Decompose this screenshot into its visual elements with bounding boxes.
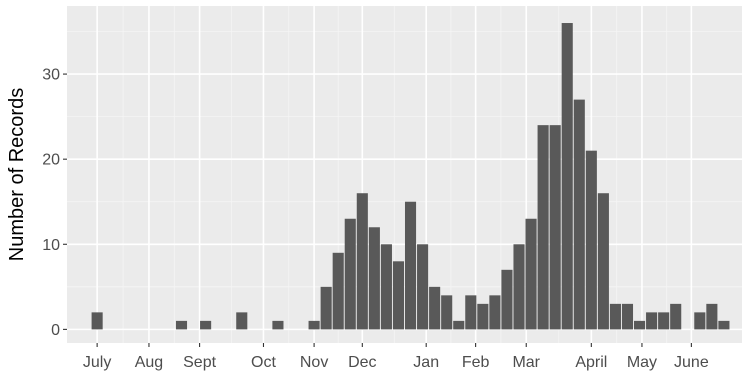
bar xyxy=(175,320,188,330)
bar xyxy=(236,312,248,330)
bar xyxy=(320,286,332,330)
bar xyxy=(525,218,537,330)
bar xyxy=(561,23,573,330)
bar xyxy=(634,320,646,330)
bar xyxy=(585,150,597,330)
bar xyxy=(706,303,718,330)
x-axis-ticks: July Aug Sept Oct Nov Dec Jan Feb Mar April May Jun… xyxy=(83,343,709,371)
bar xyxy=(501,269,513,330)
bar xyxy=(670,303,682,330)
x-tick-label: June xyxy=(674,354,709,371)
y-axis-title: Number of Records xyxy=(6,88,28,261)
bar xyxy=(453,320,465,330)
plot-panel xyxy=(67,6,742,343)
bar xyxy=(621,303,634,330)
bar xyxy=(91,312,103,330)
bar xyxy=(380,244,392,330)
bar xyxy=(429,286,441,330)
bar xyxy=(489,295,501,330)
bars-group xyxy=(91,23,730,330)
bar xyxy=(646,312,658,330)
bar xyxy=(200,320,212,330)
x-tick-label: Mar xyxy=(512,354,540,371)
bar xyxy=(392,261,405,330)
y-tick-label: 30 xyxy=(42,67,60,84)
bar xyxy=(404,201,417,330)
bar xyxy=(694,312,706,330)
bar xyxy=(537,125,549,330)
y-tick-label: 0 xyxy=(51,322,60,339)
bar xyxy=(308,320,320,330)
x-tick-label: Jan xyxy=(413,354,439,371)
bar xyxy=(417,244,429,330)
bar xyxy=(477,303,489,330)
x-tick-label: Feb xyxy=(462,354,490,371)
bar xyxy=(344,218,356,330)
bar xyxy=(465,295,477,330)
bar xyxy=(356,193,368,330)
bar xyxy=(658,312,670,330)
y-tick-label: 10 xyxy=(42,237,60,254)
x-tick-label: Nov xyxy=(300,354,328,371)
y-tick-label: 20 xyxy=(42,152,60,169)
bar xyxy=(597,193,609,330)
bar xyxy=(272,320,284,330)
bar xyxy=(549,125,561,330)
bar xyxy=(332,252,344,330)
x-tick-label: July xyxy=(83,354,111,371)
x-tick-label: Oct xyxy=(251,354,276,371)
x-tick-label: April xyxy=(575,354,607,371)
x-tick-label: Sept xyxy=(183,354,216,371)
x-tick-label: May xyxy=(627,354,657,371)
bar xyxy=(513,244,525,330)
x-tick-label: Aug xyxy=(135,354,163,371)
bar xyxy=(441,295,453,330)
y-axis-ticks: 0 10 20 30 xyxy=(42,67,67,339)
bar xyxy=(368,227,380,330)
x-tick-label: Dec xyxy=(348,354,376,371)
bar xyxy=(573,99,585,330)
bar xyxy=(718,320,730,330)
bar xyxy=(609,303,621,330)
